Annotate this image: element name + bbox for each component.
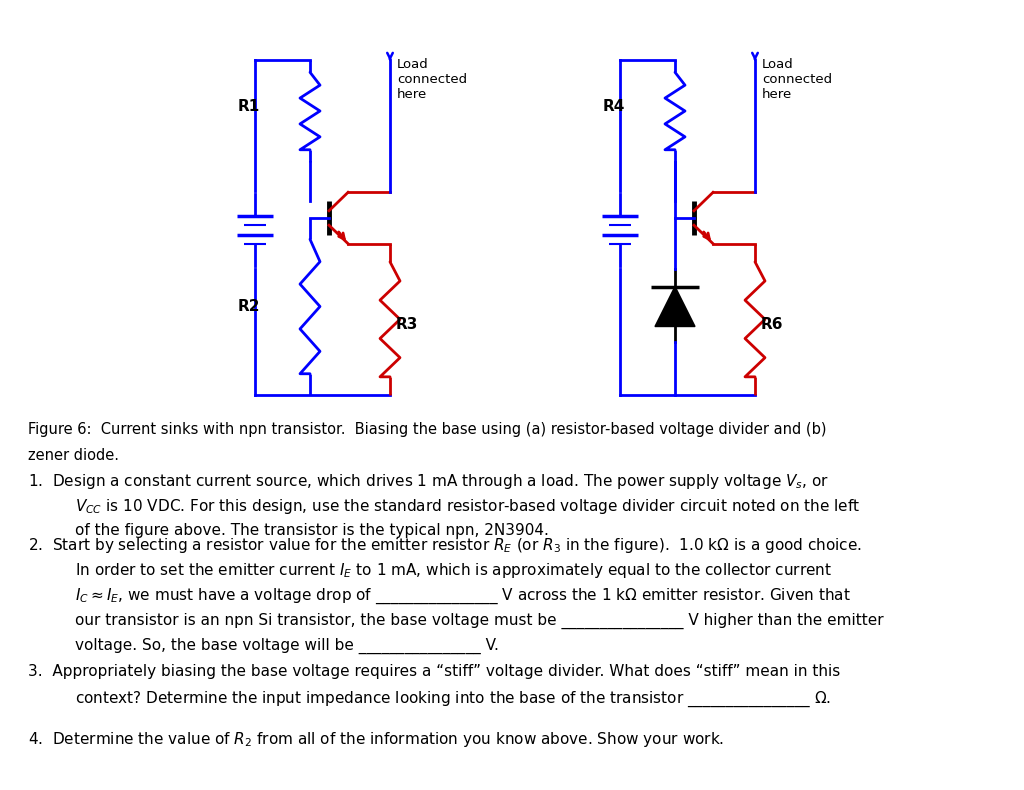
Text: R3: R3 — [396, 317, 419, 332]
Text: context? Determine the input impedance looking into the base of the transistor _: context? Determine the input impedance l… — [75, 690, 831, 709]
Text: of the figure above. The transistor is the typical npn, 2N3904.: of the figure above. The transistor is t… — [75, 523, 549, 538]
Polygon shape — [655, 287, 695, 326]
Text: In order to set the emitter current $I_E$ to 1 mA, which is approximately equal : In order to set the emitter current $I_E… — [75, 562, 831, 581]
Text: Load
connected
here: Load connected here — [397, 58, 467, 101]
Text: R1: R1 — [238, 99, 260, 114]
Text: Load
connected
here: Load connected here — [762, 58, 833, 101]
Text: 2.  Start by selecting a resistor value for the emitter resistor $R_E$ (or $R_3$: 2. Start by selecting a resistor value f… — [28, 536, 862, 555]
Text: our transistor is an npn Si transistor, the base voltage must be _______________: our transistor is an npn Si transistor, … — [75, 612, 884, 629]
Text: zener diode.: zener diode. — [28, 447, 119, 462]
Text: R2: R2 — [238, 299, 260, 314]
Text: 4.  Determine the value of $R_2$ from all of the information you know above. Sho: 4. Determine the value of $R_2$ from all… — [28, 730, 724, 749]
Text: R4: R4 — [603, 99, 625, 114]
Text: 1.  Design a constant current source, which drives 1 mA through a load. The powe: 1. Design a constant current source, whi… — [28, 472, 829, 491]
Text: $V_{CC}$ is 10 VDC. For this design, use the standard resistor-based voltage div: $V_{CC}$ is 10 VDC. For this design, use… — [75, 498, 860, 517]
Text: $I_C \approx I_E$, we must have a voltage drop of ________________ V across the : $I_C \approx I_E$, we must have a voltag… — [75, 587, 851, 607]
Text: Figure 6:  Current sinks with npn transistor.  Biasing the base using (a) resist: Figure 6: Current sinks with npn transis… — [28, 422, 826, 437]
Text: voltage. So, the base voltage will be ________________ V.: voltage. So, the base voltage will be __… — [75, 638, 499, 654]
Text: 3.  Appropriately biasing the base voltage requires a “stiff” voltage divider. W: 3. Appropriately biasing the base voltag… — [28, 664, 841, 679]
Text: R6: R6 — [761, 317, 783, 332]
